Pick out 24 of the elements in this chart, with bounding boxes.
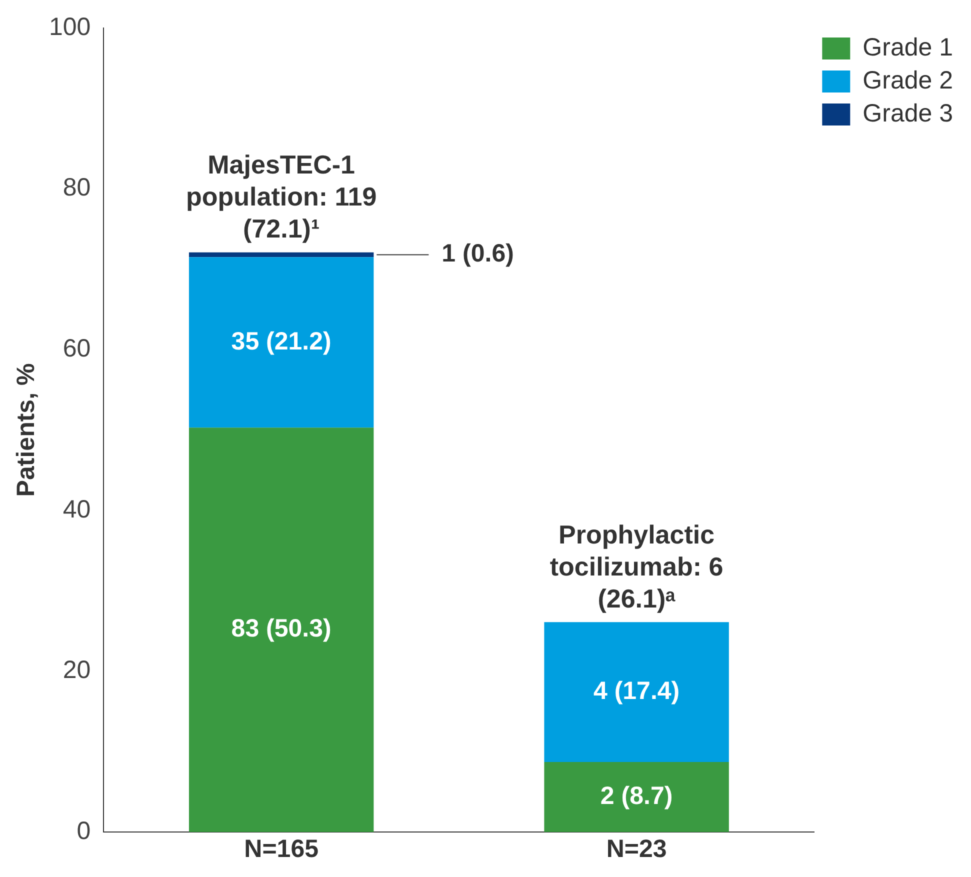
y-tick-label: 0 [76, 816, 91, 845]
y-tick-label: 60 [62, 334, 91, 362]
bar [188, 428, 374, 832]
bar [188, 252, 374, 258]
data-label: 1 (0.6) [442, 240, 514, 268]
legend-label: Grade 2 [862, 66, 954, 94]
total-label: MajesTEC-1 population: 119 (72.1)¹ [186, 149, 377, 244]
legend-label: Grade 3 [862, 99, 954, 128]
x-tick-label: N=23 [606, 834, 667, 863]
data-label: 35 (21.2) [231, 327, 332, 356]
data-label: 4 (17.4) [593, 676, 680, 705]
y-tick-label: 20 [62, 656, 91, 684]
bar [544, 622, 729, 762]
data-label: 83 (50.3) [231, 614, 332, 643]
y-tick-label: 100 [48, 12, 91, 41]
y-tick-label: 40 [62, 495, 91, 524]
x-tick-label: N=165 [244, 834, 319, 863]
y-axis-title: Patients, % [12, 363, 40, 497]
data-label: 2 (8.7) [600, 782, 673, 810]
bar [188, 257, 374, 428]
bar [544, 762, 729, 832]
total-label: Prophylactic tocilizumab: 6 (26.1)ᵃ [550, 519, 724, 614]
y-tick-label: 80 [62, 174, 91, 202]
legend-label: Grade 1 [862, 33, 954, 62]
